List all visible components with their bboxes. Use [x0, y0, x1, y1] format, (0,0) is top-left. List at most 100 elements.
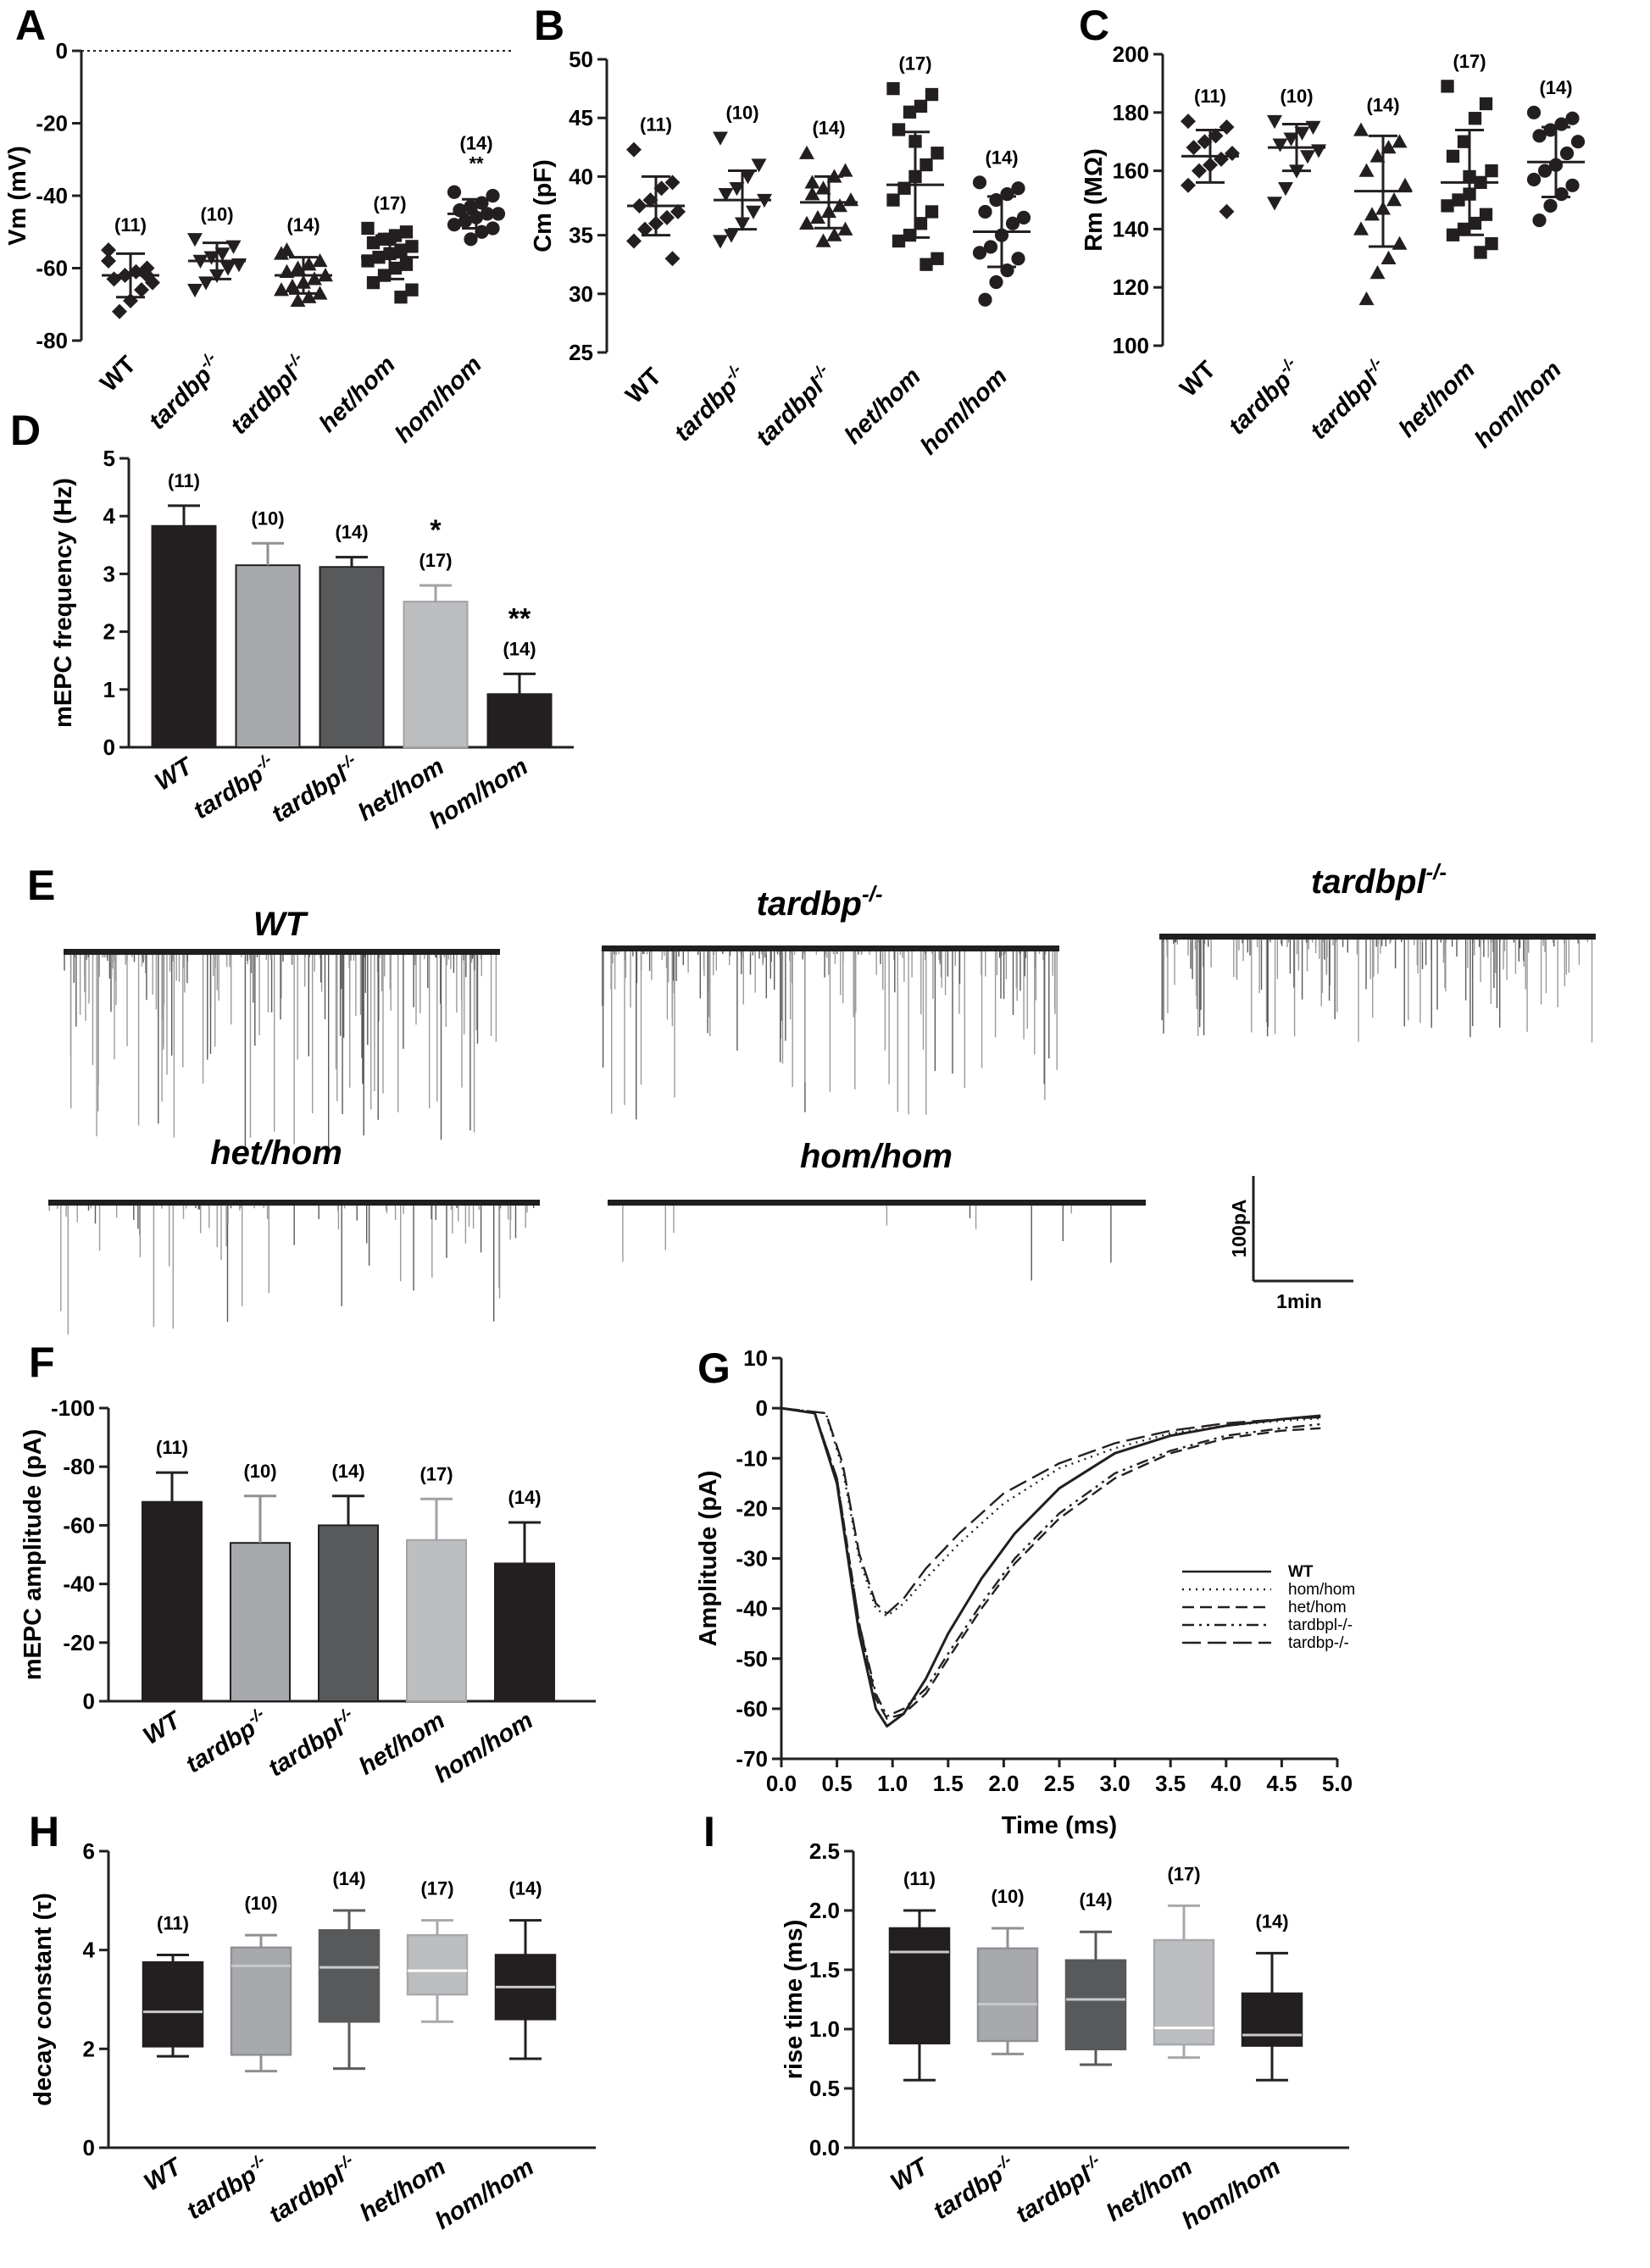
data-point — [804, 175, 820, 189]
data-point — [972, 246, 987, 260]
box-group-hom-hom: (14) — [1241, 1910, 1303, 2082]
category-label-hom-hom: hom/hom — [390, 351, 487, 448]
box-group-hom-hom: (14) — [494, 1878, 557, 2060]
data-point — [1181, 177, 1196, 193]
bar — [318, 1524, 379, 1703]
group-het-hom: (17) — [361, 192, 419, 304]
data-point — [1369, 265, 1386, 280]
group-hom-hom: (14)** — [447, 133, 506, 247]
bar-group-wt: (11) — [142, 1437, 203, 1702]
data-point — [925, 87, 939, 102]
bar-group-tardbpl: (14) — [319, 522, 385, 748]
category-label-tardbp: tardbp-/- — [142, 349, 228, 435]
legend-label-hom-hom: hom/hom — [1288, 1581, 1355, 1599]
data-point — [1441, 80, 1454, 93]
data-point — [637, 221, 653, 237]
group-tardbp: (10) — [1267, 86, 1326, 211]
n-label: (17) — [1453, 51, 1486, 72]
data-point — [1559, 146, 1575, 161]
y-tick-label: 40 — [569, 164, 593, 189]
trace-baseline — [48, 1200, 540, 1206]
data-point — [1353, 122, 1369, 136]
data-point — [746, 205, 761, 219]
data-point — [1358, 163, 1375, 177]
box-group-tardbp: (10) — [976, 1886, 1039, 2055]
data-point — [1532, 129, 1547, 143]
data-point — [405, 240, 419, 253]
n-label: (11) — [640, 114, 672, 136]
bar — [235, 564, 301, 748]
bar-group-het-hom: (17) * — [403, 514, 469, 748]
data-point — [1565, 178, 1580, 192]
series-line-tardbpl — [781, 1406, 1321, 1717]
data-point — [214, 247, 231, 262]
category-label-tardbpl: tardbpl-/- — [263, 1705, 362, 1782]
n-label: (14) — [332, 1868, 365, 1889]
category-label-het-hom: het/hom — [840, 363, 926, 449]
data-point — [486, 221, 500, 236]
trace-label-tardbpl: tardbpl-/- — [1311, 859, 1447, 901]
data-point — [307, 271, 322, 286]
data-point — [290, 292, 306, 308]
group-tardbpl: (14) — [274, 214, 333, 308]
panel-b-cm-scatter: 50 45 40 35 30 25 Cm (pF) (11) WT (10) tardbp-/- (1… — [530, 47, 1031, 460]
panel-h-decay-boxes: 0 2 4 6 decay constant (τ) (11) WT (10) tardbp-/… — [30, 1838, 596, 2235]
panel-d-frequency-bars: 0 1 2 3 4 5 mEPC frequency (Hz) (11) WT (10) tardb… — [50, 446, 574, 835]
box — [1241, 1992, 1303, 2047]
data-point — [1468, 112, 1482, 125]
data-point — [1381, 140, 1397, 154]
n-label: (11) — [168, 470, 200, 491]
x-tick-label: 3.5 — [1155, 1771, 1186, 1796]
trace-baseline — [1159, 934, 1596, 940]
category-label-tardbp: tardbp-/- — [187, 751, 281, 824]
y-tick-label: -20 — [36, 111, 68, 136]
legend-label-wt: WT — [1288, 1563, 1314, 1581]
category-label-wt: WT — [140, 2153, 188, 2197]
box-group-tardbpl: (14) — [318, 1868, 381, 2071]
panel-label-a: A — [15, 2, 46, 49]
y-tick-label: 0.5 — [809, 2076, 840, 2101]
data-point — [653, 180, 669, 197]
trace-wt — [64, 949, 500, 1156]
data-point — [187, 283, 203, 298]
data-point — [1267, 114, 1282, 130]
category-label-tardbp: tardbp-/- — [181, 2151, 274, 2225]
n-label: (14) — [459, 133, 492, 154]
data-point — [804, 186, 820, 201]
data-point — [1016, 210, 1031, 225]
category-label-wt: WT — [151, 752, 199, 796]
y-tick-label: -60 — [36, 256, 68, 281]
data-point — [1397, 177, 1413, 191]
data-point — [1468, 216, 1482, 230]
n-label: (17) — [1167, 1863, 1200, 1884]
data-point — [1474, 246, 1487, 259]
n-label: (10) — [243, 1461, 276, 1482]
y-tick-label: 45 — [569, 105, 593, 130]
x-tick-label: 2.5 — [1044, 1771, 1075, 1796]
data-point — [1446, 228, 1460, 241]
x-tick-label: 4.5 — [1266, 1771, 1297, 1796]
data-point — [978, 292, 992, 307]
y-tick-label: 0 — [756, 1395, 768, 1421]
y-tick-label: -20 — [63, 1630, 95, 1655]
data-point — [931, 252, 944, 265]
data-point — [931, 147, 944, 160]
data-point — [1219, 119, 1235, 135]
data-point — [1485, 164, 1498, 178]
y-axis-label: rise time (ms) — [781, 1920, 808, 2080]
x-tick-label: 4.0 — [1211, 1771, 1242, 1796]
category-label-tardbp: tardbp-/- — [927, 2151, 1020, 2225]
y-tick-label: -100 — [51, 1395, 95, 1421]
bar-group-tardbp: (10) — [230, 1461, 291, 1703]
box — [318, 1929, 381, 2023]
box — [888, 1927, 951, 2045]
category-label-hom-hom: hom/hom — [431, 2154, 539, 2235]
n-label: (10) — [725, 103, 758, 124]
y-tick-label: 2 — [83, 2036, 95, 2061]
data-point — [274, 282, 289, 297]
series-line-hom-hom — [781, 1406, 1321, 1617]
box — [142, 1961, 204, 2048]
category-label-tardbpl: tardbpl-/- — [749, 361, 840, 452]
data-point — [1479, 97, 1493, 111]
data-point — [832, 198, 847, 213]
